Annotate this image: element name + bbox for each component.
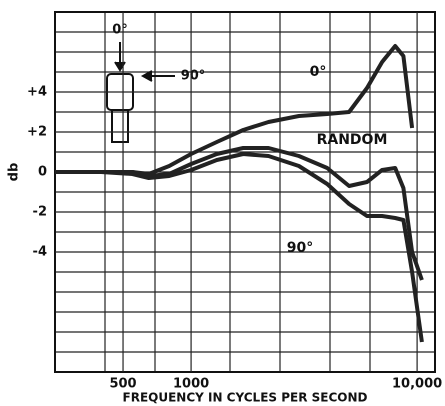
x-tick-label: 1000	[173, 377, 209, 392]
y-tick-label: 0	[38, 165, 47, 180]
plot-frame	[54, 11, 436, 373]
y-axis-label: db	[7, 163, 22, 182]
y-tick-label: -4	[33, 245, 47, 260]
series-label: 90°	[287, 240, 313, 256]
icon-label: 0°	[112, 23, 128, 38]
series-label: 0°	[310, 64, 327, 80]
y-tick-label: -2	[33, 205, 47, 220]
x-tick-label: 500	[109, 377, 136, 392]
y-tick-label: +2	[27, 125, 47, 140]
series-line	[55, 152, 424, 343]
x-tick-label: 10,000	[392, 377, 442, 392]
x-axis-label: FREQUENCY IN CYCLES PER SECOND	[123, 391, 368, 405]
grid	[55, 12, 435, 372]
icon-label: 90°	[181, 69, 206, 84]
y-tick-label: +4	[27, 85, 47, 100]
series-label: RANDOM	[317, 132, 388, 148]
